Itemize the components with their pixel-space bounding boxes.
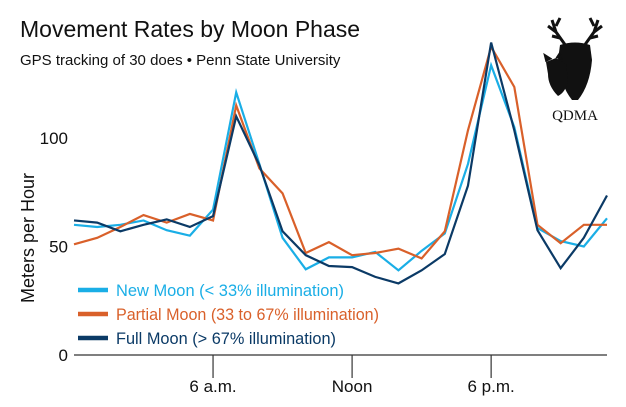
x-tick-label: 6 p.m. [468,377,515,396]
legend: New Moon (< 33% illumination) Partial Moo… [78,281,379,348]
logo-text: QDMA [552,108,598,124]
chart-title: Movement Rates by Moon Phase [20,16,361,42]
y-axis-label: Meters per Hour [18,173,38,303]
y-tick-label: 0 [59,346,68,365]
legend-label: Partial Moon (33 to 67% illumination) [116,305,379,324]
deer-icon [543,17,603,100]
x-tick-label: Noon [332,377,373,396]
qdma-logo: QDMA [543,17,603,124]
series-line-1 [73,44,607,260]
chart-subtitle: GPS tracking of 30 does • Penn State Uni… [20,52,341,69]
y-tick-label: 100 [40,129,68,148]
y-tick-label: 50 [49,238,68,257]
x-tick-label: 6 a.m. [189,377,236,396]
legend-label: New Moon (< 33% illumination) [116,281,344,300]
series-line-2 [73,42,608,285]
legend-label: Full Moon (> 67% illumination) [116,329,336,348]
